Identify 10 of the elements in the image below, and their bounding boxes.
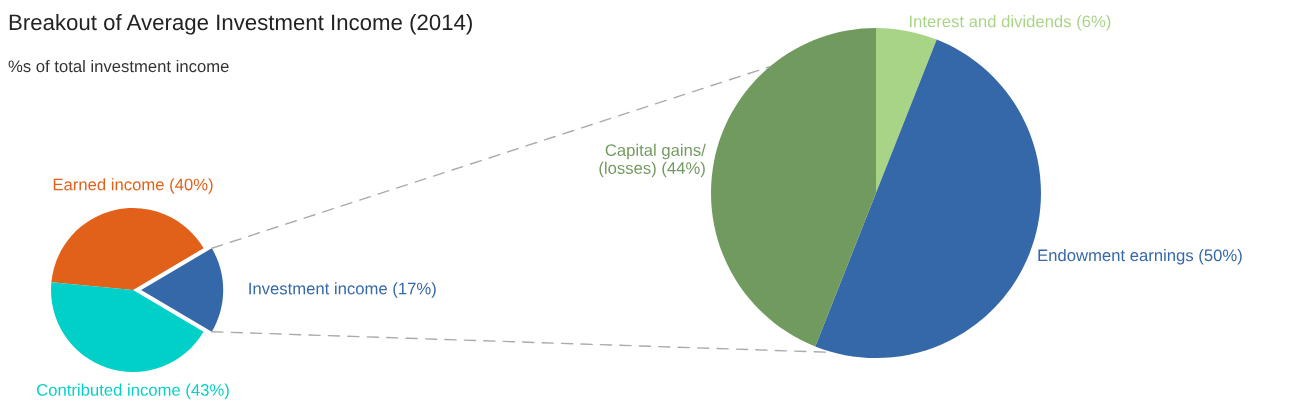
slice-label: Earned income (40%) [53,178,213,194]
chart-title: Breakout of Average Investment Income (2014) [9,13,472,35]
slice-label: Capital gains/ (losses) (44%) [599,143,706,178]
slice-label: Interest and dividends (6%) [910,15,1111,31]
pie-slice [711,28,876,347]
pie-slice [876,28,937,193]
slice-label: Endowment earnings (50%) [1038,249,1242,265]
slice-label: Investment income (17%) [249,282,436,298]
slice-label: Contributed income (43%) [37,383,229,400]
chart-subtitle: %s of total investment income [8,59,229,73]
